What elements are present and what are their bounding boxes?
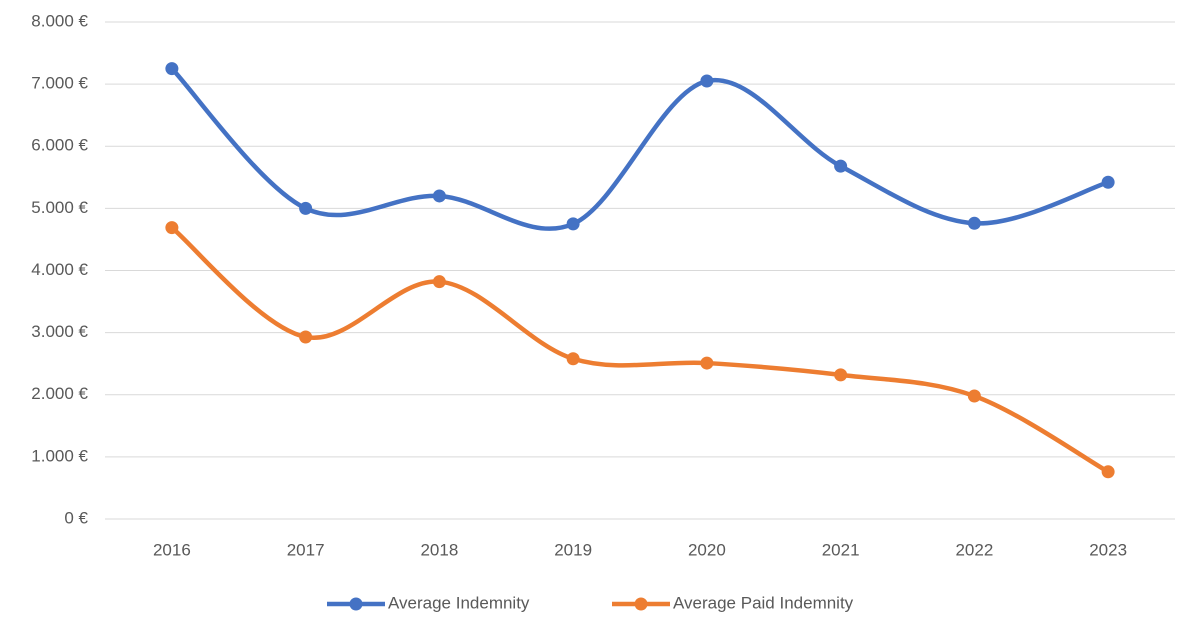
- x-tick-label: 2019: [554, 540, 592, 559]
- x-tick-label: 2018: [420, 540, 458, 559]
- data-point: [165, 62, 179, 76]
- x-tick-label: 2020: [688, 540, 726, 559]
- y-tick-label: 8.000 €: [31, 11, 88, 30]
- y-tick-label: 4.000 €: [31, 260, 88, 279]
- x-tick-label: 2016: [153, 540, 191, 559]
- series-line: [169, 66, 1111, 231]
- series-line: [169, 225, 1111, 475]
- data-point: [834, 368, 848, 382]
- y-tick-label: 7.000 €: [31, 74, 88, 93]
- y-tick-label: 3.000 €: [31, 322, 88, 341]
- data-point: [165, 221, 179, 235]
- data-point: [700, 356, 714, 370]
- legend-marker: [349, 597, 363, 611]
- data-point: [1101, 175, 1115, 189]
- legend-label: Average Paid Indemnity: [673, 593, 854, 612]
- legend-label: Average Indemnity: [388, 593, 530, 612]
- x-tick-label: 2022: [955, 540, 993, 559]
- y-tick-label: 2.000 €: [31, 384, 88, 403]
- data-point: [299, 201, 313, 215]
- data-point: [432, 189, 446, 203]
- data-point: [1101, 465, 1115, 479]
- x-tick-label: 2023: [1089, 540, 1127, 559]
- y-tick-label: 5.000 €: [31, 198, 88, 217]
- data-point: [566, 352, 580, 366]
- data-point: [432, 275, 446, 289]
- data-point: [299, 330, 313, 344]
- data-point: [566, 217, 580, 231]
- y-tick-label: 6.000 €: [31, 136, 88, 155]
- y-tick-label: 1.000 €: [31, 446, 88, 465]
- data-point: [834, 159, 848, 173]
- legend-marker: [634, 597, 648, 611]
- x-tick-label: 2017: [287, 540, 325, 559]
- data-point: [967, 389, 981, 403]
- data-point: [700, 74, 714, 88]
- data-point: [967, 216, 981, 230]
- y-tick-label: 0 €: [64, 508, 88, 527]
- x-tick-label: 2021: [822, 540, 860, 559]
